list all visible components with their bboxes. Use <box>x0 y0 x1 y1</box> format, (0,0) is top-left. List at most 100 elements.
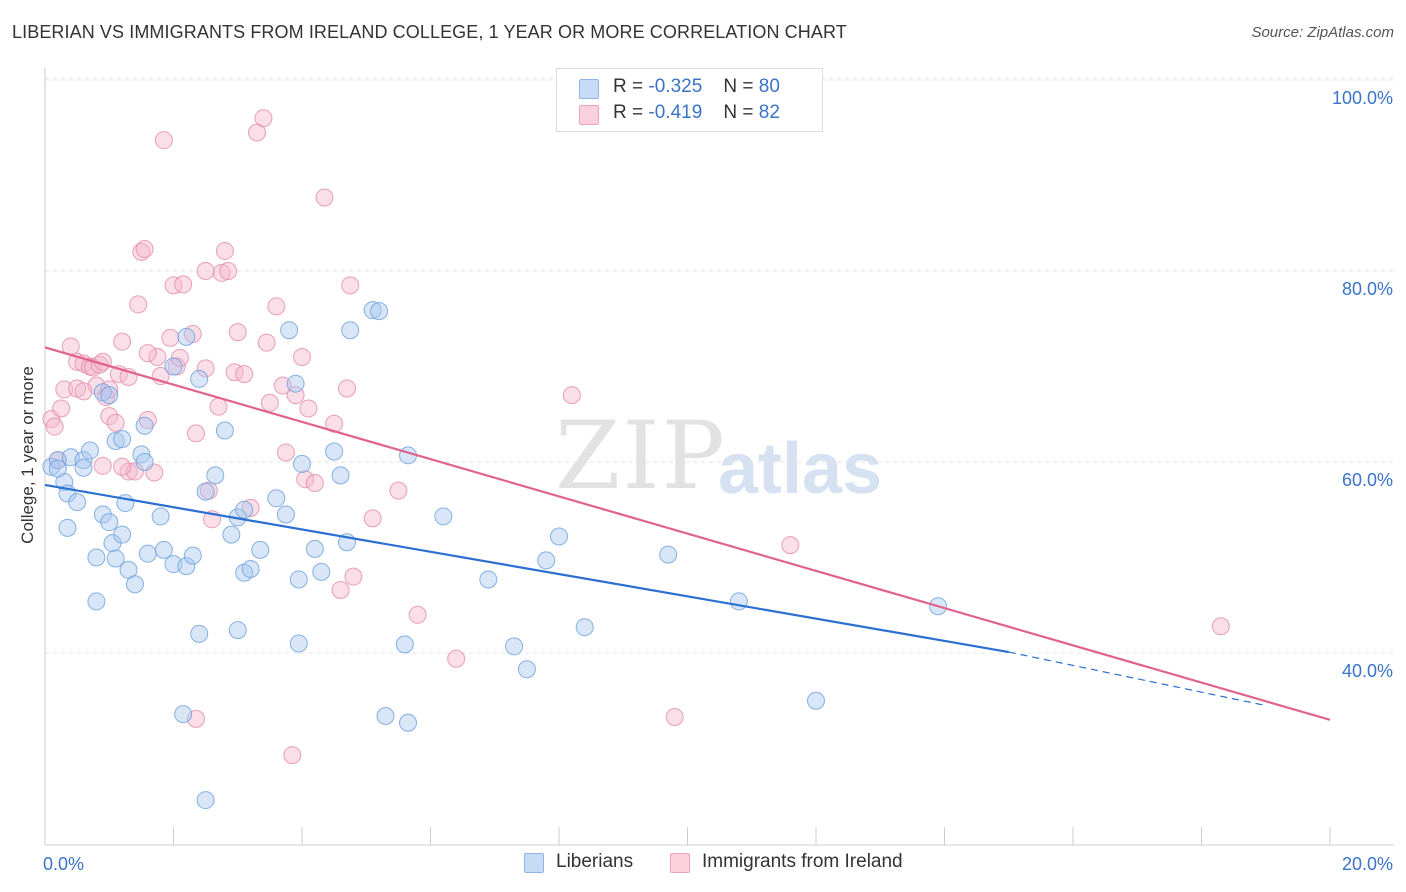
liberians-point <box>228 621 247 640</box>
liberians-point <box>325 442 344 461</box>
liberians-point <box>138 544 157 563</box>
legend-r-value: -0.325 <box>648 76 703 97</box>
bottom-legend-swatch-ireland <box>670 853 690 873</box>
liberians-point <box>363 301 382 320</box>
axes <box>44 68 1394 846</box>
legend-swatch-ireland <box>579 105 599 125</box>
y-tick-label: 40.0% <box>1342 661 1393 681</box>
y-tick-label: 100.0% <box>1332 88 1393 108</box>
legend-n-value: 80 <box>758 76 780 97</box>
legend-swatch-liberians <box>579 79 599 99</box>
x-tick-label: 0.0% <box>43 854 84 874</box>
liberians-point <box>286 374 305 393</box>
watermark-zip: ZIP <box>555 402 727 511</box>
y-tick-label: 80.0% <box>1342 279 1393 299</box>
liberians-point <box>222 525 241 544</box>
ireland-point <box>447 649 466 668</box>
liberians-point <box>241 559 260 578</box>
liberians-point <box>154 540 173 559</box>
source-label: Source: ZipAtlas.com <box>1251 24 1394 41</box>
ireland-point <box>299 399 318 418</box>
legend-n-label: N = <box>723 76 754 97</box>
liberians-point <box>537 551 556 570</box>
ireland-point <box>293 347 311 366</box>
ireland-point <box>161 328 180 347</box>
liberians-point <box>575 618 594 637</box>
ireland-point <box>315 188 334 207</box>
liberians-point <box>215 421 234 440</box>
liberians-point <box>74 458 93 477</box>
ireland-point <box>196 359 215 378</box>
ireland-point <box>45 417 64 436</box>
ireland-point <box>344 567 363 586</box>
ireland-point <box>267 297 286 316</box>
liberians-point <box>505 637 524 656</box>
liberians-point <box>331 466 350 485</box>
ireland-point <box>148 347 167 366</box>
ireland-point <box>212 263 231 282</box>
ireland-point <box>219 262 238 280</box>
ireland-point <box>106 413 125 432</box>
ireland-point <box>341 276 360 295</box>
liberians-point <box>196 482 215 501</box>
ireland-point <box>119 462 138 481</box>
liberians-point <box>479 570 498 589</box>
ireland-point <box>562 386 581 405</box>
ireland-point <box>276 443 295 462</box>
ireland-point <box>665 707 684 726</box>
liberians-point <box>177 327 196 346</box>
ireland-point <box>305 474 324 493</box>
legend-r-value: -0.419 <box>648 102 703 123</box>
trend-lines <box>44 346 1331 721</box>
liberians-point <box>174 705 193 724</box>
liberians-point <box>305 539 324 558</box>
watermark-atlas: atlas <box>718 429 883 509</box>
liberians-point <box>289 634 308 653</box>
ireland-point <box>132 242 151 261</box>
liberians-point <box>206 466 225 485</box>
liberians-point <box>550 527 568 546</box>
ireland-point <box>235 365 254 384</box>
ireland-point <box>215 241 234 260</box>
ireland-point <box>209 397 228 416</box>
liberians-point <box>106 549 125 568</box>
liberians-point <box>517 660 536 679</box>
liberians-point <box>87 592 106 611</box>
ireland-point <box>55 380 74 399</box>
ireland-point <box>164 276 183 295</box>
liberians-point <box>48 459 67 478</box>
liberians-point <box>267 489 286 508</box>
ireland-point <box>363 509 382 528</box>
legend-n-value: 82 <box>758 102 780 123</box>
ireland-point <box>260 393 279 412</box>
liberians-point <box>125 575 144 594</box>
ireland-point <box>337 379 356 398</box>
liberians-point <box>177 557 196 576</box>
liberians-point <box>151 507 170 526</box>
ireland-point <box>241 498 260 517</box>
x-tick-label: 20.0% <box>1342 854 1393 874</box>
legend-n-label: N = <box>723 102 754 123</box>
ireland-point <box>196 262 215 280</box>
ireland-point <box>174 275 193 294</box>
liberians-point <box>113 525 132 544</box>
series-liberians-points <box>42 301 948 810</box>
liberians-point <box>68 493 87 512</box>
ireland-point <box>154 131 173 150</box>
liberians-point <box>376 707 395 726</box>
ireland-point <box>254 109 273 128</box>
liberians-point <box>190 369 209 388</box>
liberians-point <box>74 451 93 470</box>
liberians-point <box>100 513 119 532</box>
ireland-point <box>331 580 350 599</box>
ireland-point <box>52 399 71 418</box>
liberians-point <box>312 562 331 581</box>
liberians-point <box>289 570 308 589</box>
ireland-point <box>257 333 276 352</box>
bottom-legend-label-ireland: Immigrants from Ireland <box>702 851 903 872</box>
liberians-point <box>183 546 202 565</box>
ireland-point <box>1211 617 1230 636</box>
liberians-point <box>100 386 119 405</box>
liberians-point <box>113 430 132 449</box>
ireland-point <box>100 407 119 426</box>
